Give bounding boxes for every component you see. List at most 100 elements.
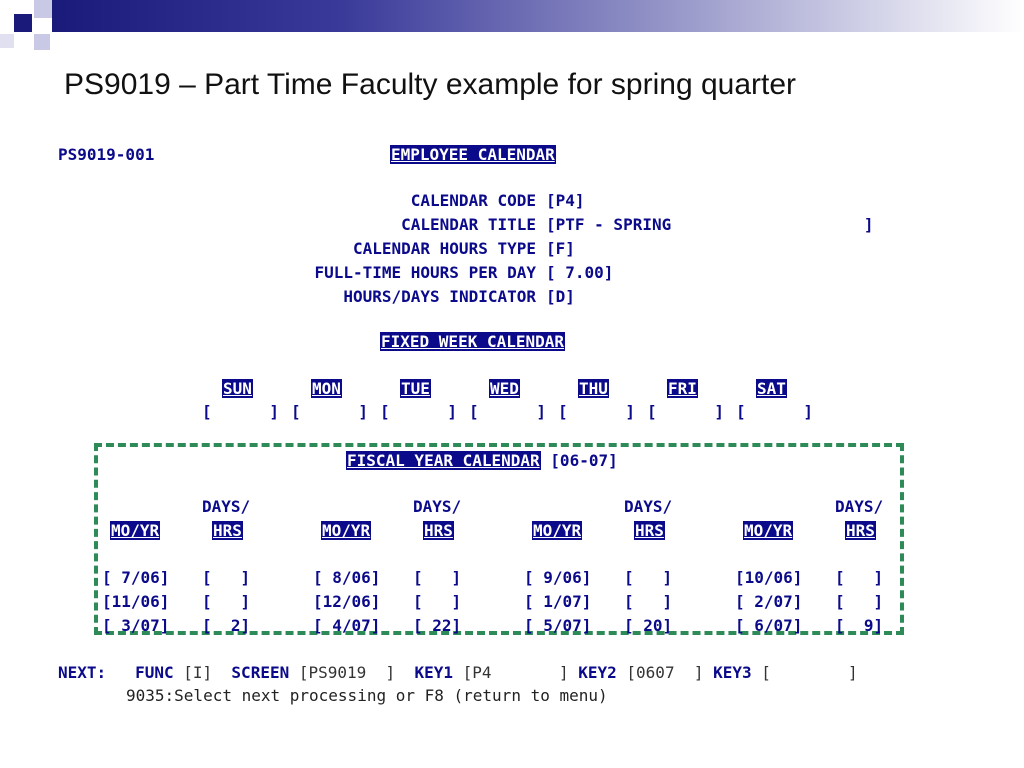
- func-field[interactable]: [I]: [183, 663, 213, 682]
- fixed-week-header: FIXED WEEK CALENDAR: [380, 332, 566, 351]
- day-field[interactable]: [ ]: [202, 402, 280, 421]
- day-header-sun: SUN: [222, 379, 253, 398]
- key3-field[interactable]: [ ]: [761, 663, 858, 682]
- hrs-header: HRS: [845, 521, 876, 540]
- day-header-text: WED: [489, 379, 520, 398]
- key2-field[interactable]: [0607 ]: [626, 663, 704, 682]
- day-field[interactable]: [ ]: [380, 402, 458, 421]
- hrs-header-text: HRS: [423, 521, 454, 540]
- moyr-header: MO/YR: [532, 521, 583, 540]
- days-hrs-label: DAYS/: [835, 497, 884, 516]
- days-hrs-field[interactable]: [ ]: [624, 592, 673, 611]
- decor-square: [34, 34, 50, 50]
- decor-square: [0, 34, 14, 48]
- fixed-week-header-text: FIXED WEEK CALENDAR: [380, 332, 566, 351]
- field-label: FULL-TIME HOURS PER DAY: [314, 263, 536, 282]
- hrs-header-text: HRS: [845, 521, 876, 540]
- day-field[interactable]: [ ]: [558, 402, 636, 421]
- days-hrs-field[interactable]: [ 2]: [202, 616, 251, 635]
- moyr-header: MO/YR: [321, 521, 372, 540]
- status-message: 9035:Select next processing or F8 (retur…: [126, 686, 608, 705]
- month-field[interactable]: [ 2/07]: [735, 592, 803, 611]
- month-field[interactable]: [ 1/07]: [524, 592, 592, 611]
- moyr-header-text: MO/YR: [110, 521, 161, 540]
- screen-header-text: EMPLOYEE CALENDAR: [390, 145, 556, 164]
- day-field[interactable]: [ ]: [736, 402, 814, 421]
- days-hrs-field[interactable]: [ ]: [624, 568, 673, 587]
- fiscal-year-box: [94, 443, 904, 635]
- month-field[interactable]: [ 9/06]: [524, 568, 592, 587]
- day-field[interactable]: [ ]: [647, 402, 725, 421]
- days-hrs-label: DAYS/: [624, 497, 673, 516]
- moyr-header: MO/YR: [110, 521, 161, 540]
- day-header-text: TUE: [400, 379, 431, 398]
- hrs-header: HRS: [634, 521, 665, 540]
- next-label: NEXT:: [58, 663, 107, 682]
- hrs-header-text: HRS: [212, 521, 243, 540]
- field-value[interactable]: [PTF - SPRING ]: [546, 215, 874, 234]
- field-label: CALENDAR CODE: [410, 191, 536, 210]
- month-field[interactable]: [10/06]: [735, 568, 803, 587]
- days-hrs-field[interactable]: [ 20]: [624, 616, 673, 635]
- moyr-header: MO/YR: [743, 521, 794, 540]
- day-header-text: MON: [311, 379, 342, 398]
- field-label: HOURS/DAYS INDICATOR: [343, 287, 536, 306]
- screen-label: SCREEN: [231, 663, 290, 682]
- days-hrs-field[interactable]: [ ]: [202, 568, 251, 587]
- day-field[interactable]: [ ]: [469, 402, 547, 421]
- hrs-header-text: HRS: [634, 521, 665, 540]
- screen-field[interactable]: [PS9019 ]: [298, 663, 396, 682]
- day-header-thu: THU: [578, 379, 609, 398]
- month-field[interactable]: [ 7/06]: [102, 568, 170, 587]
- day-field[interactable]: [ ]: [291, 402, 369, 421]
- day-header-tue: TUE: [400, 379, 431, 398]
- day-header-text: THU: [578, 379, 609, 398]
- fiscal-year-value[interactable]: [06-07]: [550, 451, 618, 470]
- days-hrs-field[interactable]: [ 9]: [835, 616, 884, 635]
- screen-header: EMPLOYEE CALENDAR: [390, 145, 556, 164]
- days-hrs-label: DAYS/: [413, 497, 462, 516]
- month-field[interactable]: [ 5/07]: [524, 616, 592, 635]
- hrs-header: HRS: [423, 521, 454, 540]
- field-label: CALENDAR HOURS TYPE: [352, 239, 536, 258]
- days-hrs-label: DAYS/: [202, 497, 251, 516]
- moyr-header-text: MO/YR: [743, 521, 794, 540]
- decor-square: [14, 14, 32, 32]
- days-hrs-field[interactable]: [ ]: [835, 568, 884, 587]
- hrs-header: HRS: [212, 521, 243, 540]
- days-hrs-field[interactable]: [ ]: [202, 592, 251, 611]
- title-gradient-bar: [52, 0, 1024, 32]
- key1-label: KEY1: [414, 663, 453, 682]
- day-header-text: FRI: [667, 379, 698, 398]
- fiscal-header-text: FISCAL YEAR CALENDAR: [346, 451, 541, 470]
- field-label: CALENDAR TITLE: [401, 215, 536, 234]
- func-label: FUNC: [135, 663, 174, 682]
- month-field[interactable]: [ 4/07]: [313, 616, 381, 635]
- key2-label: KEY2: [578, 663, 617, 682]
- field-value[interactable]: [ 7.00]: [546, 263, 614, 282]
- month-field[interactable]: [11/06]: [102, 592, 170, 611]
- day-header-mon: MON: [311, 379, 342, 398]
- day-header-wed: WED: [489, 379, 520, 398]
- day-header-text: SAT: [756, 379, 787, 398]
- days-hrs-field[interactable]: [ ]: [413, 592, 462, 611]
- key1-field[interactable]: [P4 ]: [462, 663, 569, 682]
- screen-id: PS9019-001: [58, 145, 155, 164]
- month-field[interactable]: [ 3/07]: [102, 616, 170, 635]
- days-hrs-field[interactable]: [ ]: [413, 568, 462, 587]
- month-field[interactable]: [ 6/07]: [735, 616, 803, 635]
- slide-title: PS9019 – Part Time Faculty example for s…: [64, 68, 797, 101]
- day-header-sat: SAT: [756, 379, 787, 398]
- day-header-fri: FRI: [667, 379, 698, 398]
- field-value[interactable]: [D]: [546, 287, 575, 306]
- key3-label: KEY3: [713, 663, 752, 682]
- days-hrs-field[interactable]: [ 22]: [413, 616, 462, 635]
- moyr-header-text: MO/YR: [532, 521, 583, 540]
- month-field[interactable]: [12/06]: [313, 592, 381, 611]
- month-field[interactable]: [ 8/06]: [313, 568, 381, 587]
- decor-square: [34, 0, 52, 18]
- field-value[interactable]: [F]: [546, 239, 575, 258]
- days-hrs-field[interactable]: [ ]: [835, 592, 884, 611]
- field-value[interactable]: [P4]: [546, 191, 585, 210]
- fiscal-header: FISCAL YEAR CALENDAR [06-07]: [346, 451, 618, 470]
